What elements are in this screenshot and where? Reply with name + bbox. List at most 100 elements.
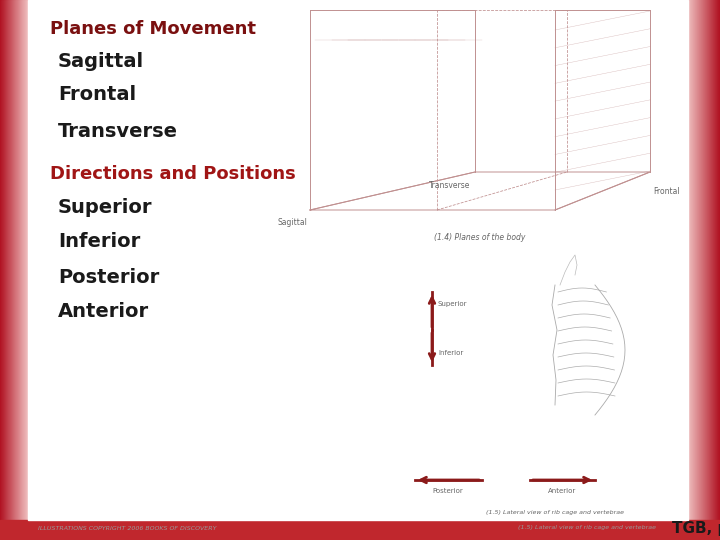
Bar xyxy=(25,0,26,540)
Bar xyxy=(16,0,17,540)
Bar xyxy=(26,0,27,540)
Bar xyxy=(711,0,713,520)
Bar xyxy=(707,0,708,520)
Bar xyxy=(690,0,691,520)
Bar xyxy=(700,0,701,520)
Bar xyxy=(23,0,24,540)
Text: (1.5) Lateral view of rib cage and vertebrae: (1.5) Lateral view of rib cage and verte… xyxy=(518,525,656,530)
Bar xyxy=(694,0,695,520)
Bar xyxy=(16,0,17,540)
Bar xyxy=(701,0,702,520)
Bar xyxy=(26,0,27,540)
Bar xyxy=(25,0,26,540)
Bar xyxy=(11,0,12,540)
Bar xyxy=(8,0,9,540)
Bar xyxy=(716,0,717,520)
Bar xyxy=(689,0,690,520)
Bar xyxy=(4,0,6,540)
Bar xyxy=(18,0,19,540)
Bar xyxy=(20,0,21,540)
Bar xyxy=(706,0,707,520)
Bar xyxy=(689,0,690,520)
Bar xyxy=(19,0,20,540)
Text: Transverse: Transverse xyxy=(428,181,470,191)
Text: Superior: Superior xyxy=(438,301,467,307)
Bar xyxy=(710,0,711,520)
Bar xyxy=(19,0,20,540)
Bar xyxy=(17,0,18,540)
Bar xyxy=(20,0,21,540)
Bar xyxy=(1,0,3,540)
Bar xyxy=(690,0,691,520)
Text: Sagittal: Sagittal xyxy=(277,218,307,227)
Bar xyxy=(17,0,18,540)
Bar xyxy=(693,0,694,520)
Bar xyxy=(2,0,4,540)
Bar xyxy=(0,0,1,540)
Bar xyxy=(21,0,22,540)
Bar xyxy=(712,0,713,520)
Bar xyxy=(699,0,700,520)
Text: TGB, p.31: TGB, p.31 xyxy=(672,521,720,536)
Bar xyxy=(710,0,711,520)
Bar xyxy=(18,0,19,540)
Text: Transverse: Transverse xyxy=(58,122,178,141)
Bar xyxy=(8,0,9,540)
Bar xyxy=(6,0,7,540)
Bar xyxy=(712,0,714,520)
Bar xyxy=(5,0,6,540)
Text: Superior: Superior xyxy=(58,198,153,217)
Bar xyxy=(9,0,10,540)
Bar xyxy=(718,0,719,520)
Bar xyxy=(14,0,15,540)
Bar xyxy=(701,0,703,520)
Bar xyxy=(714,0,715,520)
Bar xyxy=(7,0,8,540)
Bar xyxy=(22,0,23,540)
Text: Anterior: Anterior xyxy=(548,488,576,494)
Text: Directions and Positions: Directions and Positions xyxy=(50,165,296,183)
Bar xyxy=(10,0,11,540)
Bar xyxy=(27,0,29,540)
Bar xyxy=(23,0,24,540)
Text: Planes of Movement: Planes of Movement xyxy=(50,20,256,38)
Bar xyxy=(713,0,714,520)
Bar xyxy=(24,0,25,540)
Text: Frontal: Frontal xyxy=(653,186,680,195)
Bar xyxy=(12,0,13,540)
Bar xyxy=(714,0,715,520)
Bar xyxy=(696,0,697,520)
Bar xyxy=(688,0,689,520)
Bar xyxy=(705,0,706,520)
Bar xyxy=(3,0,4,540)
Bar xyxy=(692,0,693,520)
Bar xyxy=(9,0,10,540)
Bar xyxy=(719,0,720,520)
Bar xyxy=(17,0,18,540)
Bar xyxy=(14,0,15,540)
Bar xyxy=(4,0,5,540)
Text: (1.4) Planes of the body: (1.4) Planes of the body xyxy=(434,233,526,242)
Bar xyxy=(10,0,11,540)
Bar xyxy=(693,0,695,520)
Bar xyxy=(699,0,700,520)
Bar xyxy=(694,0,696,520)
Bar xyxy=(706,0,707,520)
Bar xyxy=(21,0,22,540)
Text: ILLUSTRATIONS COPYRIGHT 2006 BOOKS OF DISCOVERY: ILLUSTRATIONS COPYRIGHT 2006 BOOKS OF DI… xyxy=(38,525,217,530)
Bar xyxy=(7,0,8,540)
Bar xyxy=(719,0,720,520)
Bar xyxy=(13,0,14,540)
Text: (1.5) Lateral view of rib cage and vertebrae: (1.5) Lateral view of rib cage and verte… xyxy=(486,510,624,515)
Bar xyxy=(14,0,16,540)
Bar xyxy=(25,0,27,540)
Text: Posterior: Posterior xyxy=(433,488,464,494)
Bar xyxy=(718,0,719,520)
Bar xyxy=(697,0,698,520)
Bar xyxy=(13,0,14,540)
Bar xyxy=(700,0,701,520)
Bar xyxy=(711,0,712,520)
Bar xyxy=(22,0,23,540)
Bar xyxy=(0,0,1,540)
Bar xyxy=(704,0,705,520)
